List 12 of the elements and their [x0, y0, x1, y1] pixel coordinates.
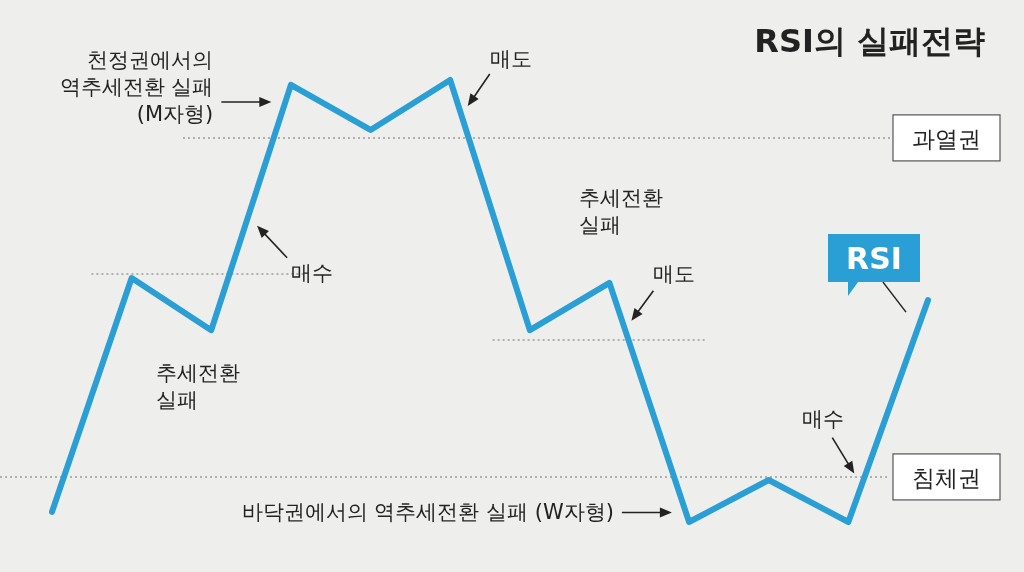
chart-title: RSI의 실패전략 [754, 22, 985, 60]
annotation: 바닥권에서의 역추세전환 실패 (W자형) [241, 500, 614, 525]
annotation: 매수 [802, 406, 845, 431]
text: 매도 [489, 47, 532, 72]
ref-line-label: 과열권 [911, 125, 981, 152]
annotation: 추세전환 실패 [579, 185, 664, 237]
ref-line-label: 침체권 [911, 464, 981, 491]
annotation: 매수 [291, 260, 334, 285]
annotation: 매도 [653, 261, 696, 286]
annotation: 추세전환 실패 [156, 361, 241, 413]
series-label: RSI [846, 241, 902, 277]
annotation: 천정권에서의 역추세전환 실패 (M자형) [59, 48, 214, 127]
